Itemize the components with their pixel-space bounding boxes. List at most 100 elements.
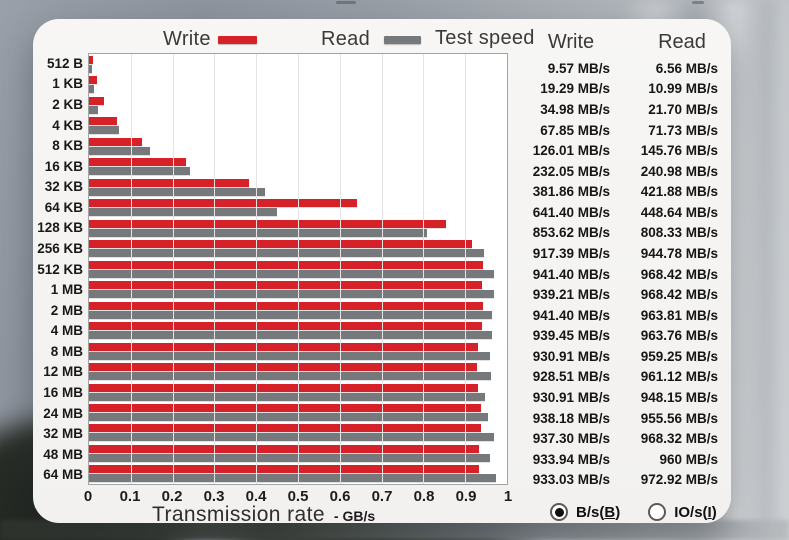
- read-bar: [89, 474, 496, 483]
- read-speed-value: 968.42 MB/s: [640, 266, 718, 282]
- gridline: [256, 54, 258, 484]
- read-speed-value: 21.70 MB/s: [648, 101, 718, 117]
- write-speed-value: 917.39 MB/s: [532, 245, 610, 261]
- x-axis-tick: 0.4: [245, 488, 267, 505]
- x-axis-tick: 0.6: [329, 488, 351, 505]
- y-axis-label: 32 MB: [43, 426, 83, 442]
- read-speed-value: 808.33 MB/s: [640, 225, 718, 241]
- x-axis-tick: 0: [83, 488, 93, 505]
- y-axis-label: 1 KB: [52, 76, 83, 92]
- write-bar: [89, 219, 446, 228]
- x-axis-tick: 0.1: [119, 488, 141, 505]
- write-bar: [89, 96, 104, 105]
- x-axis-tick: 0.5: [287, 488, 309, 505]
- background-bottom-band: [0, 520, 789, 540]
- read-bar: [89, 249, 484, 258]
- bar-row: [89, 54, 507, 74]
- read-bar: [89, 310, 492, 319]
- unit-radio-b[interactable]: B/s(B): [550, 503, 620, 521]
- read-speed-value: 960 MB/s: [659, 451, 718, 467]
- x-axis-tick: 0.3: [203, 488, 225, 505]
- write-bar: [89, 56, 93, 64]
- write-speed-value: 939.21 MB/s: [532, 287, 610, 303]
- read-speed-value: 948.15 MB/s: [640, 390, 718, 406]
- read-bar: [89, 412, 489, 421]
- y-axis-label: 48 MB: [43, 446, 83, 462]
- unit-radio-group: B/s(B) IO/s(I): [550, 503, 717, 521]
- y-axis-label: 512 KB: [37, 261, 83, 277]
- x-axis-title-text: Transmission rate: [152, 503, 325, 526]
- gridline: [423, 54, 425, 484]
- gridline: [339, 54, 341, 484]
- unit-radio-i[interactable]: IO/s(I): [648, 503, 717, 521]
- read-speed-value: 968.32 MB/s: [640, 431, 718, 447]
- write-bar: [89, 424, 481, 433]
- table-header-write: Write: [547, 31, 595, 53]
- y-axis-label: 1 MB: [50, 282, 83, 298]
- read-bar: [89, 351, 490, 360]
- x-axis-ticks: 0 0.1 0.2 0.3 0.4 0.5 0.6 0.7 0.8 0.9 1: [84, 488, 512, 506]
- read-speed-value: 71.73 MB/s: [648, 122, 718, 138]
- bar-row: [89, 361, 507, 381]
- read-bar: [89, 228, 427, 237]
- write-speed-value: 9.57 MB/s: [547, 60, 610, 76]
- table-column-write: 9.57 MB/s 19.29 MB/s 34.98 MB/s 67.85 MB/s 1…: [500, 58, 610, 490]
- bar-row: [89, 402, 507, 422]
- write-bar: [89, 117, 118, 126]
- read-speed-value: 240.98 MB/s: [640, 163, 718, 179]
- cropped-text-artifact-2: [692, 1, 704, 4]
- write-bar: [89, 260, 483, 269]
- bar-row: [89, 95, 507, 115]
- write-bar: [89, 158, 186, 167]
- y-axis-label: 12 MB: [43, 364, 83, 380]
- write-speed-value: 232.05 MB/s: [532, 163, 610, 179]
- y-axis-label: 8 KB: [52, 138, 83, 154]
- write-speed-value: 19.29 MB/s: [540, 81, 610, 97]
- read-bar: [89, 167, 190, 176]
- bar-row: [89, 443, 507, 463]
- bar-row: [89, 238, 507, 258]
- read-bar: [89, 433, 494, 442]
- y-axis-label: 32 KB: [44, 179, 83, 195]
- read-speed-value: 968.42 MB/s: [640, 287, 718, 303]
- write-bar: [89, 301, 483, 310]
- write-speed-value: 126.01 MB/s: [532, 143, 610, 159]
- read-bar: [89, 372, 491, 381]
- y-axis-label: 256 KB: [37, 240, 83, 256]
- read-bar: [89, 85, 94, 94]
- read-bar: [89, 65, 92, 73]
- read-bar: [89, 208, 277, 217]
- bar-row: [89, 197, 507, 217]
- read-speed-value: 145.76 MB/s: [640, 143, 718, 159]
- read-speed-value: 961.12 MB/s: [640, 369, 718, 385]
- plot-area: [88, 53, 508, 485]
- unit-radio-label: B/s(B): [576, 503, 621, 521]
- write-speed-value: 930.91 MB/s: [532, 348, 610, 364]
- write-bar: [89, 76, 98, 85]
- read-speed-value: 10.99 MB/s: [648, 81, 718, 97]
- table-column-read: 6.56 MB/s 10.99 MB/s 21.70 MB/s 71.73 MB/s 1…: [608, 58, 718, 490]
- read-bar: [89, 187, 266, 196]
- bar-row: [89, 156, 507, 176]
- cropped-text-artifact-1: [336, 1, 356, 4]
- read-speed-value: 963.81 MB/s: [640, 307, 718, 323]
- write-bar: [89, 281, 482, 290]
- write-bar: [89, 322, 482, 331]
- x-axis-tick: 0.7: [371, 488, 393, 505]
- legend-write-swatch: [218, 36, 257, 44]
- radio-circle-icon[interactable]: [550, 503, 568, 521]
- write-bar: [89, 178, 249, 187]
- read-speed-value: 963.76 MB/s: [640, 328, 718, 344]
- bar-row: [89, 279, 507, 299]
- y-axis-label: 4 MB: [50, 323, 83, 339]
- radio-circle-icon[interactable]: [648, 503, 667, 521]
- bar-row: [89, 300, 507, 320]
- bar-row: [89, 136, 507, 156]
- gridline: [130, 54, 132, 484]
- x-axis-title: Transmission rate - GB/s: [152, 503, 375, 527]
- read-bar: [89, 290, 494, 299]
- y-axis-label: 2 KB: [52, 96, 83, 112]
- gridline: [381, 54, 383, 484]
- write-speed-value: 941.40 MB/s: [532, 266, 610, 282]
- y-axis-label: 16 KB: [44, 158, 83, 174]
